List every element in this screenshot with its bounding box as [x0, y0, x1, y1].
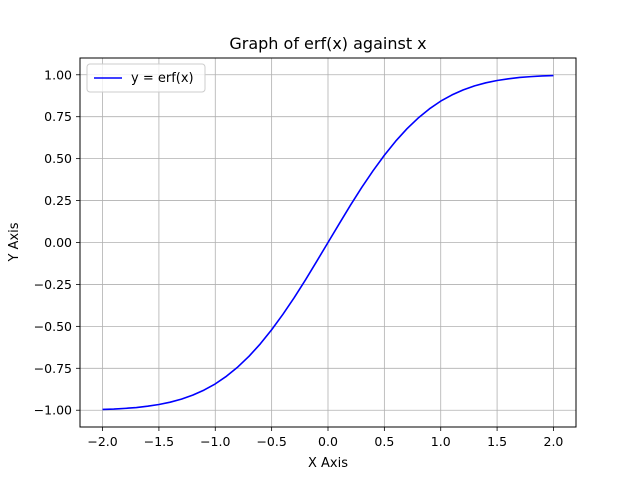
- x-tick-label: 0.0: [318, 434, 338, 449]
- x-tick-label: 1.5: [487, 434, 507, 449]
- x-tick-label: 1.0: [431, 434, 451, 449]
- series-layer: [102, 74, 554, 411]
- x-axis-ticks: −2.0 −1.5 −1.0 −0.5 0.0 0.5 1.0 1.5 2.0: [87, 427, 563, 449]
- x-tick-label: −1.0: [200, 434, 230, 449]
- y-tick-label: −0.75: [34, 361, 72, 376]
- x-tick-label: −2.0: [87, 434, 117, 449]
- legend-label: y = erf(x): [131, 71, 194, 86]
- x-tick-label: −0.5: [256, 434, 286, 449]
- chart-title: Graph of erf(x) against x: [229, 34, 426, 53]
- legend: y = erf(x): [86, 63, 206, 93]
- y-axis-label: Y Axis: [7, 222, 22, 262]
- y-tick-label: 0.25: [44, 193, 72, 208]
- x-tick-label: 0.5: [374, 434, 394, 449]
- legend-box: [86, 63, 206, 93]
- y-tick-label: −0.25: [34, 277, 72, 292]
- y-tick-label: −1.00: [34, 403, 72, 418]
- x-tick-label: −1.5: [144, 434, 174, 449]
- y-tick-label: 0.50: [44, 151, 72, 166]
- y-tick-label: 1.00: [44, 67, 72, 82]
- x-axis-label: X Axis: [308, 456, 348, 471]
- y-tick-label: 0.00: [44, 235, 72, 250]
- y-tick-label: 0.75: [44, 109, 72, 124]
- y-tick-label: −0.50: [34, 319, 72, 334]
- y-axis-ticks: −1.00 −0.75 −0.50 −0.25 0.00 0.25 0.50 0.75 1.00: [34, 67, 80, 418]
- series-line-erf: [102, 74, 554, 411]
- x-tick-label: 2.0: [544, 434, 564, 449]
